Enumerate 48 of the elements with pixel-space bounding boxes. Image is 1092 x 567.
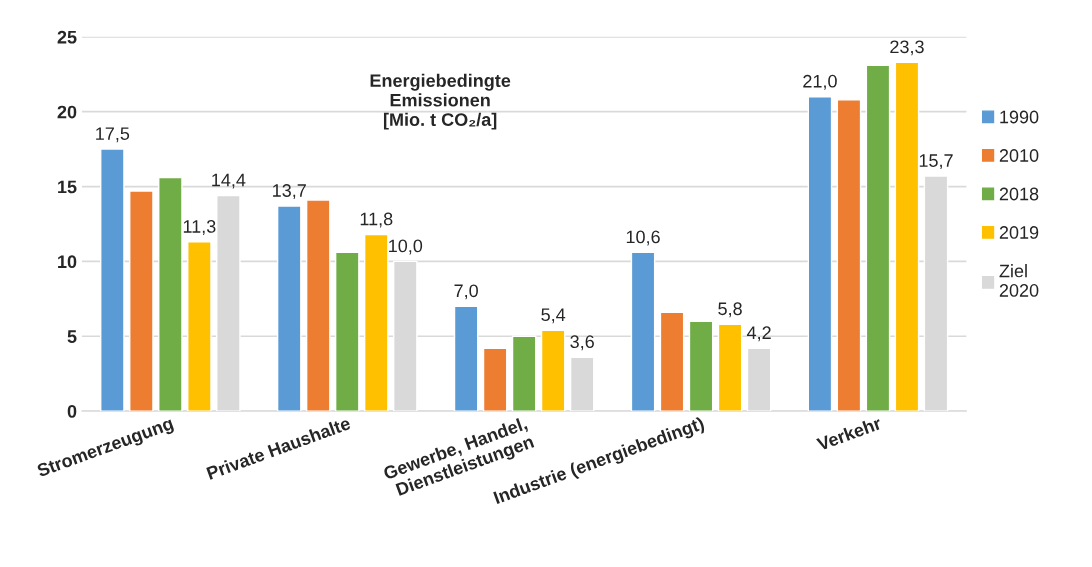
data-label: 23,3 bbox=[890, 40, 924, 56]
data-label: 10,6 bbox=[626, 230, 660, 246]
bar bbox=[894, 61, 920, 412]
bar bbox=[659, 311, 685, 412]
text: Energiebedingte Emissionen [Mio. t CO₂/a] bbox=[370, 73, 511, 130]
legend-label: 2019 bbox=[999, 226, 1039, 239]
y-tick-label: 5 bbox=[67, 330, 77, 343]
x-tick-label: Verkehr bbox=[815, 416, 883, 452]
bar bbox=[807, 96, 833, 412]
y-tick-label: 20 bbox=[57, 105, 77, 119]
bar bbox=[630, 251, 656, 412]
data-label: 3,6 bbox=[570, 335, 594, 351]
legend-label: 2018 bbox=[999, 187, 1039, 201]
bar bbox=[836, 99, 862, 412]
bar bbox=[276, 205, 302, 412]
y-tick-label: 25 bbox=[57, 30, 77, 44]
bar bbox=[363, 233, 389, 412]
legend-label: Ziel 2020 bbox=[999, 264, 1039, 297]
data-label: 5,4 bbox=[541, 308, 566, 324]
data-label: 14,4 bbox=[212, 173, 246, 189]
bar bbox=[511, 335, 537, 412]
bar bbox=[482, 347, 508, 412]
bar bbox=[100, 148, 125, 412]
legend-label: 2010 bbox=[999, 149, 1039, 162]
bar bbox=[334, 251, 360, 412]
data-label: 11,8 bbox=[360, 212, 393, 228]
bar bbox=[688, 320, 714, 412]
data-label: 15,7 bbox=[919, 154, 953, 170]
y-tick-label: 10 bbox=[58, 255, 77, 269]
bar bbox=[540, 329, 566, 412]
data-label: 13,7 bbox=[273, 184, 306, 200]
data-label: 5,8 bbox=[718, 302, 742, 318]
data-label: 10,0 bbox=[389, 239, 423, 255]
y-tick-label: 0 bbox=[67, 405, 77, 418]
data-label: 21,0 bbox=[803, 74, 837, 90]
bar bbox=[187, 241, 212, 412]
data-label: 4,2 bbox=[746, 326, 771, 342]
y-tick-label: 15 bbox=[58, 180, 77, 194]
data-label: 17,5 bbox=[96, 127, 130, 143]
bar bbox=[865, 64, 891, 412]
bar bbox=[453, 305, 479, 412]
legend-label: 1990 bbox=[1000, 110, 1039, 124]
bar bbox=[305, 199, 331, 412]
data-label: 11,3 bbox=[183, 220, 216, 235]
bar bbox=[717, 323, 743, 412]
bar bbox=[158, 176, 183, 412]
data-label: 7,0 bbox=[454, 284, 478, 300]
bar bbox=[129, 190, 154, 412]
